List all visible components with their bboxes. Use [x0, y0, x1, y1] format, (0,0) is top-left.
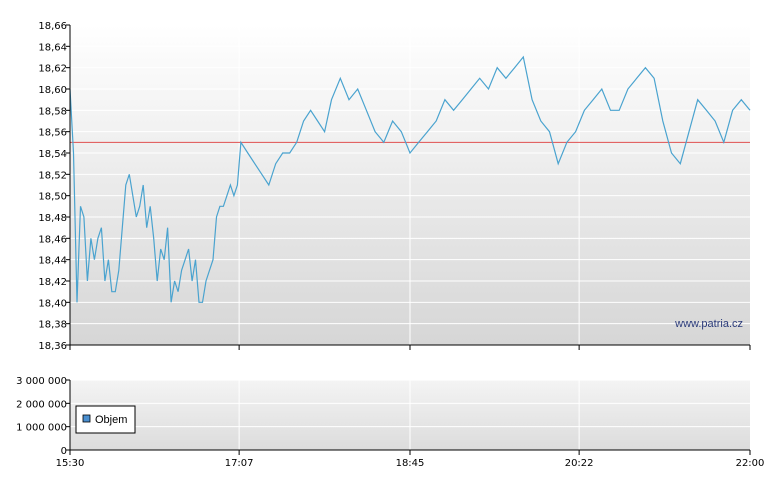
volume-x-tick-label: 20:22 — [565, 458, 594, 469]
volume-x-ticks: 15:30 17:07 18:45 20:22 22:00 — [56, 450, 765, 469]
volume-gridlines — [70, 379, 750, 450]
price-y-ticks: 18,36 18,38 18,40 18,42 18,44 18,46 18,48 18,50… — [38, 21, 70, 352]
price-y-tick-label: 18,64 — [38, 42, 67, 53]
volume-y-tick-label: 3 000 000 — [16, 376, 67, 387]
watermark-label: www.patria.cz — [674, 318, 743, 330]
volume-x-tick-label: 17:07 — [225, 458, 254, 469]
volume-y-tick-label: 1 000 000 — [16, 423, 67, 434]
price-y-tick-label: 18,36 — [38, 341, 67, 352]
volume-y-tick-label: 2 000 000 — [16, 399, 67, 410]
price-y-tick-label: 18,48 — [38, 213, 67, 224]
price-y-tick-label: 18,40 — [38, 298, 67, 309]
price-y-tick-label: 18,54 — [38, 149, 67, 160]
price-y-tick-label: 18,50 — [38, 192, 67, 203]
volume-x-tick-label: 18:45 — [396, 458, 425, 469]
price-y-tick-label: 18,46 — [38, 234, 67, 245]
price-gridlines — [70, 24, 750, 345]
price-y-tick-label: 18,66 — [38, 21, 67, 32]
price-chart-panel: 18,36 18,38 18,40 18,42 18,44 18,46 18,48 18,50… — [38, 21, 751, 352]
legend: Objem — [75, 405, 136, 434]
price-y-tick-label: 18,52 — [38, 170, 67, 181]
legend-swatch-objem — [82, 414, 91, 423]
volume-y-ticks: 0 1 000 000 2 000 000 3 000 000 — [16, 376, 70, 457]
price-y-tick-label: 18,62 — [38, 64, 67, 75]
price-x-ticks — [69, 345, 751, 350]
price-y-tick-label: 18,58 — [38, 106, 67, 117]
volume-x-tick-label: 15:30 — [56, 458, 85, 469]
price-y-tick-label: 18,44 — [38, 256, 67, 267]
volume-y-tick-label: 0 — [61, 446, 67, 457]
price-y-tick-label: 18,42 — [38, 277, 67, 288]
price-y-tick-label: 18,38 — [38, 320, 67, 331]
legend-label-objem: Objem — [95, 414, 127, 426]
price-y-tick-label: 18,56 — [38, 128, 67, 139]
price-series-line — [69, 55, 751, 303]
volume-x-tick-label: 22:00 — [736, 458, 765, 469]
price-y-tick-label: 18,60 — [38, 85, 67, 96]
